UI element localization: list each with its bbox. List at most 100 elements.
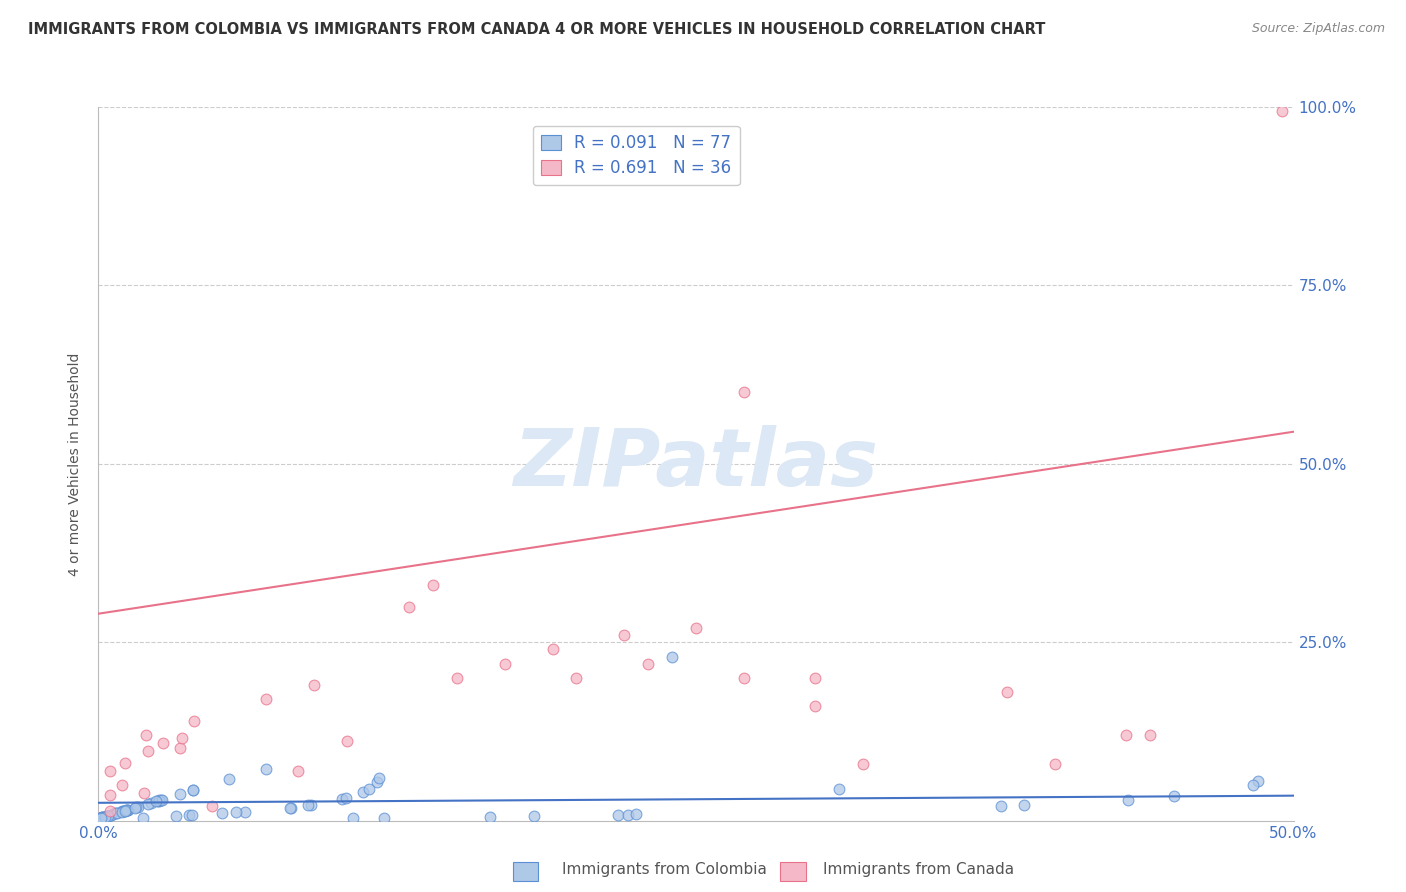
Point bbox=[446, 671, 468, 685]
Point bbox=[225, 805, 247, 820]
Point bbox=[180, 808, 202, 822]
Text: Source: ZipAtlas.com: Source: ZipAtlas.com bbox=[1251, 22, 1385, 36]
Point bbox=[111, 778, 134, 792]
Point bbox=[352, 785, 374, 799]
Point bbox=[181, 783, 204, 797]
Point bbox=[990, 798, 1012, 813]
Point bbox=[565, 671, 588, 685]
Point bbox=[136, 797, 159, 811]
Point bbox=[336, 734, 359, 748]
Point bbox=[373, 811, 395, 825]
Point bbox=[115, 803, 138, 817]
Point bbox=[90, 811, 112, 825]
Point bbox=[1246, 774, 1268, 789]
Point bbox=[1139, 728, 1161, 742]
Point bbox=[626, 807, 648, 822]
Point bbox=[254, 762, 277, 776]
Point bbox=[1115, 728, 1137, 742]
Point bbox=[111, 805, 134, 819]
Point bbox=[150, 792, 173, 806]
Point bbox=[90, 811, 112, 825]
Point bbox=[111, 805, 134, 819]
Point bbox=[302, 678, 325, 692]
Point bbox=[278, 800, 301, 814]
Point bbox=[1271, 103, 1294, 118]
Point bbox=[398, 599, 420, 614]
Point bbox=[287, 764, 309, 778]
Text: Immigrants from Colombia: Immigrants from Colombia bbox=[562, 863, 768, 877]
Y-axis label: 4 or more Vehicles in Household: 4 or more Vehicles in Household bbox=[69, 352, 83, 575]
Point bbox=[359, 781, 381, 796]
Point bbox=[111, 804, 134, 818]
Point bbox=[98, 764, 122, 778]
Point bbox=[145, 794, 167, 808]
Point bbox=[98, 789, 122, 803]
Point bbox=[201, 799, 224, 814]
Point bbox=[661, 649, 683, 664]
Point bbox=[852, 756, 875, 771]
Point bbox=[494, 657, 516, 671]
Point bbox=[114, 756, 136, 770]
Point bbox=[804, 671, 827, 685]
Point bbox=[523, 809, 546, 823]
Point bbox=[1116, 793, 1139, 807]
Point bbox=[135, 728, 157, 742]
Point bbox=[342, 811, 364, 825]
Point bbox=[124, 800, 146, 814]
Legend: R = 0.091   N = 77, R = 0.691   N = 36: R = 0.091 N = 77, R = 0.691 N = 36 bbox=[533, 126, 740, 186]
Point bbox=[100, 807, 122, 822]
Point bbox=[97, 808, 120, 822]
Point bbox=[91, 810, 114, 824]
Point bbox=[124, 800, 146, 814]
Point bbox=[606, 807, 628, 822]
Point bbox=[218, 772, 240, 787]
Point bbox=[100, 807, 122, 822]
Point bbox=[368, 772, 391, 786]
Point bbox=[139, 796, 162, 810]
Point bbox=[150, 793, 173, 807]
Point bbox=[91, 810, 114, 824]
Point bbox=[1014, 797, 1036, 812]
Point bbox=[1163, 789, 1185, 804]
Point bbox=[613, 628, 636, 642]
Point bbox=[617, 807, 640, 822]
Point bbox=[114, 804, 136, 818]
Point bbox=[107, 805, 129, 820]
Point bbox=[117, 803, 139, 817]
Point bbox=[280, 800, 302, 814]
Point bbox=[181, 783, 204, 797]
Point bbox=[96, 809, 118, 823]
Point bbox=[136, 744, 159, 758]
Point bbox=[90, 812, 112, 826]
Point bbox=[211, 806, 233, 821]
Point bbox=[183, 714, 205, 728]
Point bbox=[90, 811, 112, 825]
Point bbox=[146, 794, 169, 808]
Point bbox=[299, 797, 322, 812]
Point bbox=[1241, 778, 1264, 792]
Point bbox=[96, 809, 118, 823]
Point bbox=[91, 810, 114, 824]
Point bbox=[117, 803, 139, 817]
Point bbox=[169, 740, 191, 755]
Point bbox=[828, 781, 851, 796]
Point bbox=[94, 809, 117, 823]
Text: IMMIGRANTS FROM COLOMBIA VS IMMIGRANTS FROM CANADA 4 OR MORE VEHICLES IN HOUSEHO: IMMIGRANTS FROM COLOMBIA VS IMMIGRANTS F… bbox=[28, 22, 1046, 37]
Point bbox=[169, 787, 191, 801]
Point bbox=[114, 804, 136, 818]
Point bbox=[479, 810, 502, 824]
Point bbox=[330, 792, 353, 806]
Point bbox=[254, 692, 277, 706]
Point bbox=[105, 806, 128, 821]
Point bbox=[297, 798, 319, 813]
Point bbox=[132, 811, 155, 825]
Point bbox=[541, 642, 564, 657]
Point bbox=[115, 803, 138, 817]
Text: ZIPatlas: ZIPatlas bbox=[513, 425, 879, 503]
Point bbox=[104, 806, 127, 821]
Point bbox=[165, 809, 187, 823]
Point bbox=[177, 808, 200, 822]
Point bbox=[1043, 756, 1066, 771]
Point bbox=[335, 791, 357, 805]
Point bbox=[127, 799, 149, 814]
